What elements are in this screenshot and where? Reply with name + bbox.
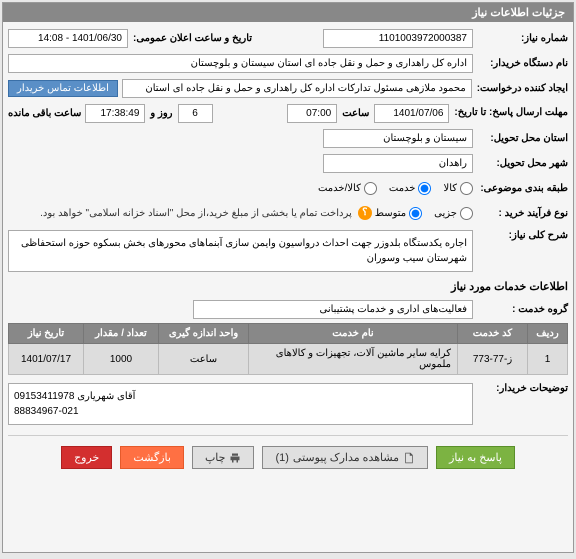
td-row: 1 <box>528 344 568 375</box>
category-goods[interactable]: کالا <box>443 182 473 195</box>
deadline-time-input[interactable] <box>287 104 337 123</box>
days-remaining-input[interactable] <box>178 104 213 123</box>
back-button[interactable]: بازگشت <box>120 446 184 469</box>
header-title: جزئیات اطلاعات نیاز <box>472 7 565 19</box>
announce-datetime-label: تاریخ و ساعت اعلان عمومی: <box>128 33 257 44</box>
exit-button[interactable]: خروج <box>61 446 112 469</box>
category-label: طبقه بندی موضوعی: <box>473 183 568 194</box>
category-radio-group: کالا خدمت کالا/خدمت <box>318 182 473 195</box>
view-docs-button[interactable]: مشاهده مدارک پیوستی (1) <box>262 446 428 469</box>
respond-button[interactable]: پاسخ به نیاز <box>436 446 515 469</box>
services-table: ردیف کد خدمت نام خدمت واحد اندازه گیری ت… <box>8 323 568 375</box>
buyer-notes-label: توضیحات خریدار: <box>473 383 568 394</box>
city-input[interactable] <box>323 154 473 173</box>
time-label-1: ساعت <box>337 108 374 119</box>
description-box: اجاره یکدستگاه بلدوزر جهت احداث درواسیون… <box>8 230 473 272</box>
purchase-type-label: نوع فرآیند خرید : <box>473 208 568 219</box>
request-number-input[interactable] <box>323 29 473 48</box>
row-province: استان محل تحویل: <box>8 127 568 149</box>
purchase-minor-radio[interactable] <box>460 207 473 220</box>
purchase-note: پرداخت تمام یا بخشی از مبلغ خرید،از محل … <box>40 208 352 219</box>
city-label: شهر محل تحویل: <box>473 158 568 169</box>
announce-datetime-input[interactable] <box>8 29 128 48</box>
service-group-input[interactable] <box>193 300 473 319</box>
purchase-type-radio-group: جزیی متوسط <box>375 207 473 220</box>
document-icon <box>403 452 415 464</box>
main-container: جزئیات اطلاعات نیاز شماره نیاز: تاریخ و … <box>2 2 574 553</box>
category-goods-radio[interactable] <box>460 182 473 195</box>
purchase-minor[interactable]: جزیی <box>434 207 473 220</box>
requester-input[interactable] <box>122 79 472 98</box>
row-purchase-type: نوع فرآیند خرید : جزیی متوسط ؟ پرداخت تم… <box>8 202 568 224</box>
th-code: کد خدمت <box>458 324 528 344</box>
row-request-number: شماره نیاز: تاریخ و ساعت اعلان عمومی: <box>8 27 568 49</box>
deadline-date-input[interactable] <box>374 104 449 123</box>
td-unit: ساعت <box>159 344 249 375</box>
province-input[interactable] <box>323 129 473 148</box>
td-date: 1401/07/17 <box>9 344 84 375</box>
category-both-radio[interactable] <box>364 182 377 195</box>
row-requester: ایجاد کننده درخواست: اطلاعات تماس خریدار <box>8 77 568 99</box>
days-label: روز و <box>145 108 177 119</box>
category-both[interactable]: کالا/خدمت <box>318 182 377 195</box>
contact-buyer-button[interactable]: اطلاعات تماس خریدار <box>8 80 118 97</box>
print-button[interactable]: چاپ <box>192 446 255 469</box>
province-label: استان محل تحویل: <box>473 133 568 144</box>
row-buyer-notes: توضیحات خریدار: 09153411978 آقای شهریاری… <box>8 383 568 425</box>
buyer-org-label: نام دستگاه خریدار: <box>473 58 568 69</box>
row-category: طبقه بندی موضوعی: کالا خدمت کالا/خدمت <box>8 177 568 199</box>
td-quantity: 1000 <box>84 344 159 375</box>
td-name: کرایه سایر ماشین آلات، تجهیزات و کالاهای… <box>249 344 458 375</box>
row-service-group: گروه خدمت : <box>8 298 568 320</box>
hours-remaining-input[interactable] <box>85 104 145 123</box>
th-quantity: تعداد / مقدار <box>84 324 159 344</box>
row-deadline: مهلت ارسال پاسخ: تا تاریخ: ساعت روز و سا… <box>8 102 568 124</box>
category-service-radio[interactable] <box>418 182 431 195</box>
th-name: نام خدمت <box>249 324 458 344</box>
table-row[interactable]: 1 ز-77-773 کرایه سایر ماشین آلات، تجهیزا… <box>9 344 568 375</box>
services-section-header: اطلاعات خدمات مورد نیاز <box>8 280 568 293</box>
row-city: شهر محل تحویل: <box>8 152 568 174</box>
buyer-notes-box: 09153411978 آقای شهریاری 88834967-021 <box>8 383 473 425</box>
request-number-label: شماره نیاز: <box>473 33 568 44</box>
purchase-medium-radio[interactable] <box>409 207 422 220</box>
th-unit: واحد اندازه گیری <box>159 324 249 344</box>
form-content: شماره نیاز: تاریخ و ساعت اعلان عمومی: نا… <box>3 22 573 484</box>
row-buyer-org: نام دستگاه خریدار: <box>8 52 568 74</box>
td-code: ز-77-773 <box>458 344 528 375</box>
row-description: شرح کلی نیاز: اجاره یکدستگاه بلدوزر جهت … <box>8 230 568 272</box>
requester-label: ایجاد کننده درخواست: <box>472 83 568 94</box>
purchase-medium[interactable]: متوسط <box>375 207 422 220</box>
table-header-row: ردیف کد خدمت نام خدمت واحد اندازه گیری ت… <box>9 324 568 344</box>
th-row: ردیف <box>528 324 568 344</box>
section-header: جزئیات اطلاعات نیاز <box>3 3 573 22</box>
th-date: تاریخ نیاز <box>9 324 84 344</box>
print-icon <box>229 452 241 464</box>
service-group-label: گروه خدمت : <box>473 304 568 315</box>
description-label: شرح کلی نیاز: <box>473 230 568 241</box>
remaining-label: ساعت باقی مانده <box>8 108 85 119</box>
category-service[interactable]: خدمت <box>389 182 432 195</box>
button-bar: پاسخ به نیاز مشاهده مدارک پیوستی (1) چاپ… <box>8 435 568 479</box>
deadline-label: مهلت ارسال پاسخ: تا تاریخ: <box>449 107 568 119</box>
buyer-org-input[interactable] <box>8 54 473 73</box>
help-icon[interactable]: ؟ <box>358 206 372 220</box>
